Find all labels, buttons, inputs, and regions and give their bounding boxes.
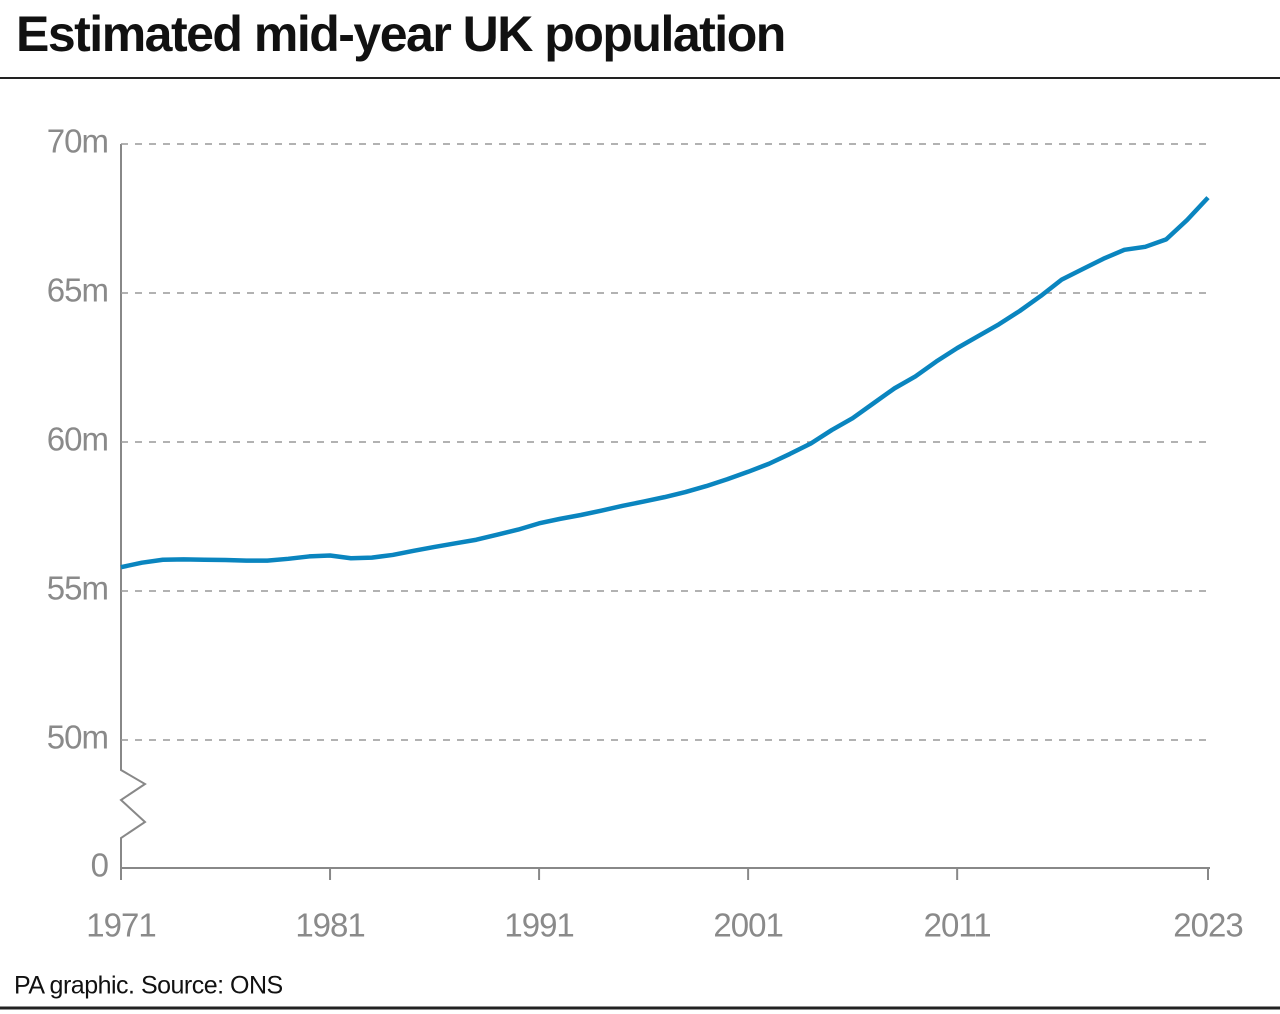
x-tick-label: 1971	[86, 907, 155, 944]
x-tick-label: 1981	[295, 907, 364, 944]
chart-title: Estimated mid-year UK population	[16, 6, 785, 62]
source-note: PA graphic. Source: ONS	[14, 972, 283, 1000]
y-tick-label: 0	[91, 847, 109, 884]
x-tick-label: 1991	[504, 907, 573, 944]
data-line	[120, 196, 1210, 570]
x-tick-label: 2023	[1173, 907, 1242, 944]
x-tick-label: 2011	[924, 907, 991, 944]
y-tick-label: 50m	[47, 719, 108, 756]
y-tick-label: 60m	[47, 421, 108, 458]
x-tick-label: 2001	[713, 907, 782, 944]
y-tick-label: 65m	[47, 272, 108, 309]
y-tick-label: 55m	[47, 570, 108, 607]
y-tick-label: 70m	[47, 123, 108, 160]
y-axis	[119, 144, 147, 868]
